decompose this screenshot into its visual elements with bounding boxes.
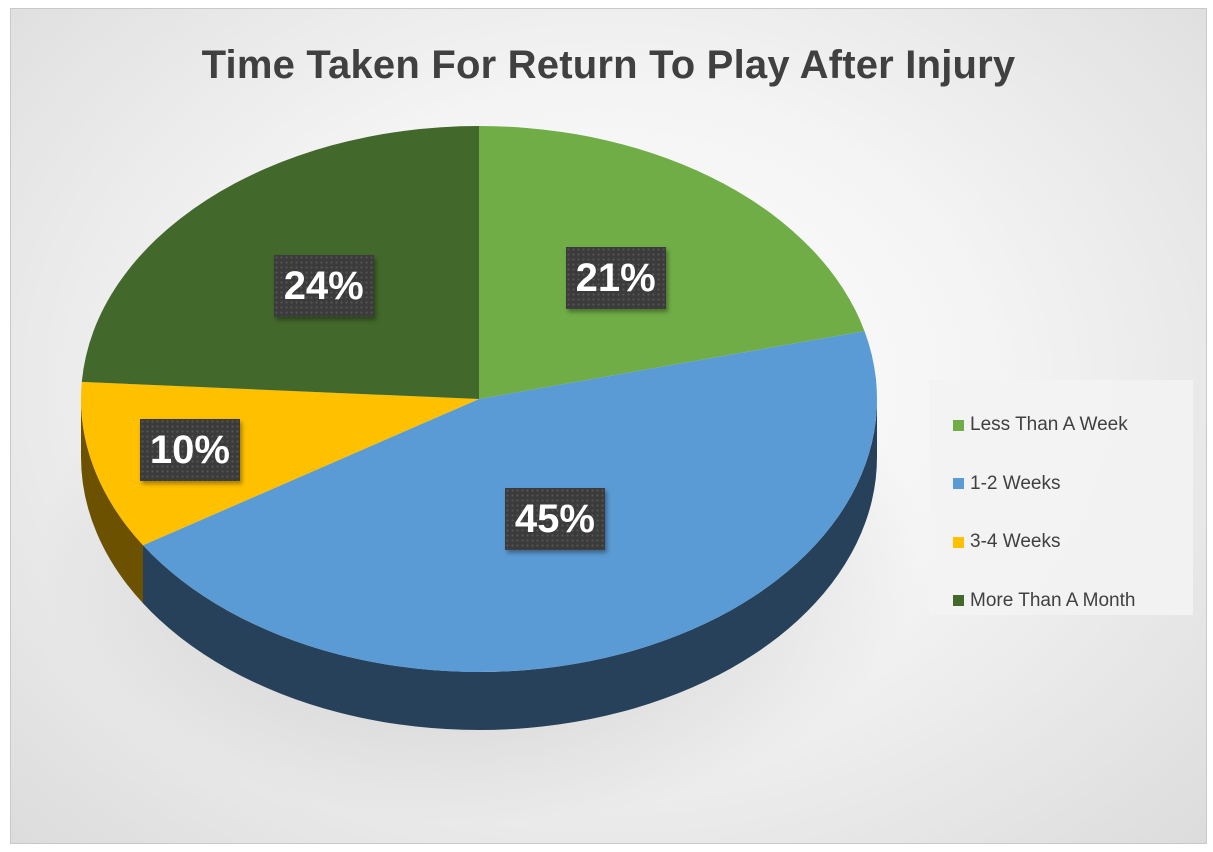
legend-label: 1-2 Weeks bbox=[970, 472, 1061, 494]
legend-swatch bbox=[953, 478, 964, 490]
legend-swatch bbox=[953, 595, 964, 607]
legend-swatch bbox=[953, 536, 964, 548]
pie-chart bbox=[41, 126, 921, 824]
pie-slice-side bbox=[81, 399, 143, 604]
data-label: 10% bbox=[139, 418, 240, 481]
legend-swatch bbox=[953, 419, 964, 431]
data-label: 24% bbox=[273, 254, 374, 317]
legend-label: Less Than A Week bbox=[970, 414, 1128, 436]
legend-label: More Than A Month bbox=[970, 589, 1136, 611]
legend-item: 3-4 Weeks bbox=[953, 513, 1193, 572]
legend-item: Less Than A Week bbox=[953, 396, 1193, 455]
legend-item: More Than A Month bbox=[953, 572, 1193, 631]
pie-slice bbox=[479, 126, 865, 399]
legend: Less Than A Week 1-2 Weeks 3-4 Weeks Mor… bbox=[929, 380, 1193, 615]
chart-area: Time Taken For Return To Play After Inju… bbox=[10, 8, 1207, 844]
legend-label: 3-4 Weeks bbox=[970, 531, 1061, 553]
data-label: 21% bbox=[565, 247, 666, 310]
pie-slice-side bbox=[143, 399, 877, 730]
data-label: 45% bbox=[504, 488, 605, 551]
legend-item: 1-2 Weeks bbox=[953, 455, 1193, 514]
chart-title: Time Taken For Return To Play After Inju… bbox=[201, 43, 1016, 87]
